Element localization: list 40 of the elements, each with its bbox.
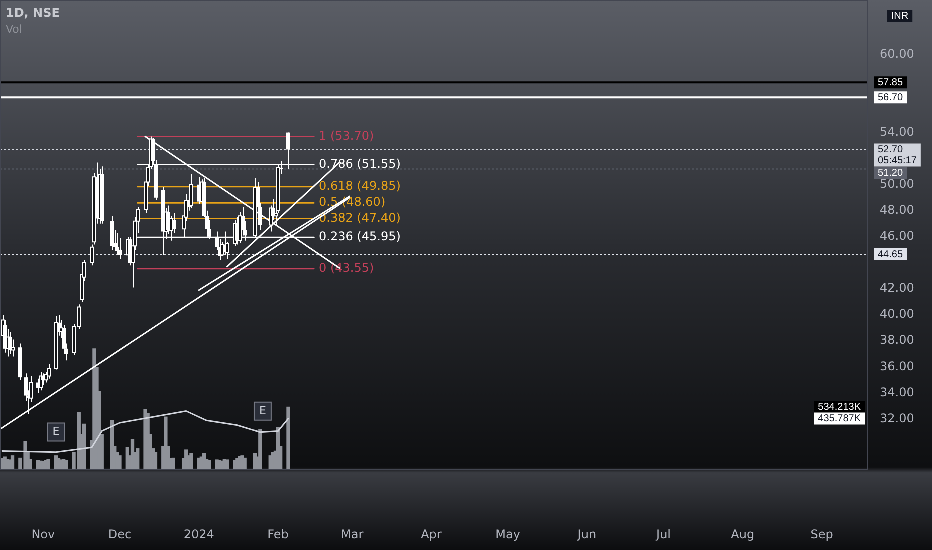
x-tick-label: Mar (340, 527, 364, 542)
y-tick-label: 50.00 (880, 177, 914, 191)
ref-line-label: 44.65 (878, 249, 904, 260)
y-tick-label: 34.00 (880, 385, 914, 400)
y-tick-label: 32.00 (880, 411, 914, 426)
y-tick-label: 36.00 (880, 359, 914, 374)
annotation: 0.236 (45.95) (319, 230, 401, 244)
text: Vol (6, 22, 22, 36)
x-tick-label: Dec (108, 527, 132, 542)
y-tick-label: 54.00 (880, 124, 914, 139)
x-tick-label: Nov (32, 527, 56, 542)
y-tick-label: 46.00 (880, 229, 914, 244)
annotation: 0.618 (49.85) (319, 178, 401, 193)
y-tick-label: 48.00 (880, 203, 914, 218)
ref-line-label: 51.20 (878, 168, 904, 179)
x-tick-label: Apr (421, 527, 442, 542)
annotation: E (259, 404, 266, 418)
x-tick-label: May (496, 527, 520, 542)
y-tick-label: 38.00 (880, 333, 914, 348)
y2-tick-label: 534.213K (818, 402, 862, 413)
annotation: 1 (53.70) (319, 128, 374, 143)
ref-line-label: 56.70 (878, 92, 904, 104)
y2-tick-label: 435.787K (818, 414, 862, 425)
ref-line-label: 57.85 (878, 77, 904, 88)
ref-line-label: 52.70 05:45:17 (878, 144, 918, 166)
x-tick-label: Feb (268, 527, 289, 542)
annotation: 0 (43.55) (319, 260, 374, 275)
x-tick-label: Sep (810, 527, 834, 542)
y-tick-label: 60.00 (880, 46, 914, 61)
y-tick-label: 40.00 (880, 307, 914, 322)
annotation: 0.5 (48.60) (319, 195, 386, 210)
annotation: 0.786 (51.55) (319, 156, 401, 171)
y-tick-label: 42.00 (880, 281, 914, 296)
x-tick-label: Jul (656, 527, 672, 542)
x-tick-label: Aug (731, 527, 755, 542)
x-tick-label: Jun (576, 527, 597, 542)
annotation: E (52, 425, 60, 438)
text: INR (891, 10, 909, 22)
text: 1D, NSE (6, 6, 60, 20)
x-tick-label: 2024 (184, 527, 214, 542)
